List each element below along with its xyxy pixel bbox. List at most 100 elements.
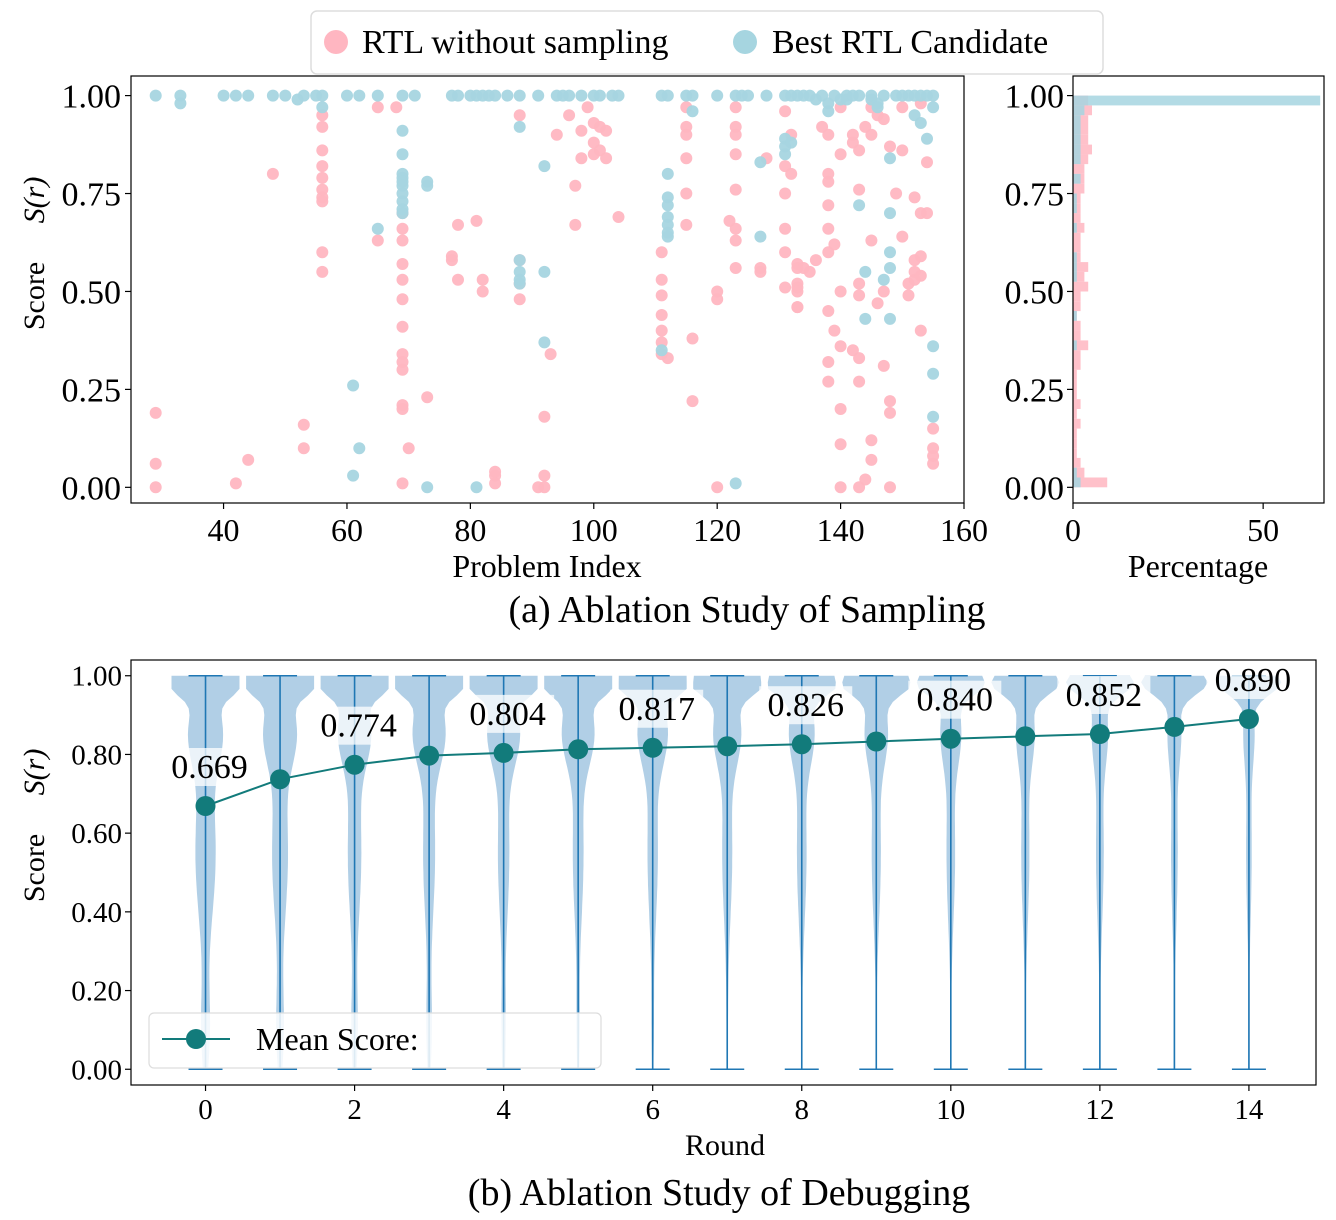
scatter-point (408, 89, 421, 102)
hist-bar (1073, 183, 1085, 194)
violin-round-6 (618, 674, 687, 1071)
scatter-point (877, 113, 890, 126)
scatter-point (834, 340, 847, 353)
scatter-point (316, 120, 329, 133)
scatter-point (871, 297, 884, 310)
scatter-point (884, 481, 896, 494)
violin-x-tick-label: 14 (1234, 1094, 1264, 1126)
scatter-point (538, 336, 551, 349)
scatter-x-tick-label: 160 (940, 512, 988, 548)
hist-axes-frame (1072, 75, 1325, 504)
scatter-point (711, 293, 724, 306)
scatter-legend: RTL without sampling Best RTL Candidate (310, 10, 1104, 75)
scatter-point (600, 124, 613, 137)
scatter-point (877, 285, 890, 298)
scatter-point (729, 148, 742, 161)
scatter-point (569, 179, 582, 192)
scatter-point (402, 442, 415, 455)
histogram-plot: 0 50 0.00 0.25 0.50 0.75 1.00 (1005, 75, 1325, 548)
scatter-point (655, 273, 668, 286)
scatter-point (686, 332, 699, 345)
mean-score-marker (717, 736, 738, 757)
hist-bar (1073, 144, 1092, 155)
mean-score-label: 0.840 (917, 682, 994, 719)
hist-bar (1073, 203, 1077, 214)
scatter-point (371, 101, 384, 114)
scatter-point (655, 344, 668, 357)
violin-y-tick-label: 0.40 (71, 897, 122, 929)
scatter-point (470, 214, 483, 227)
scatter-point (538, 160, 551, 173)
legend-marker-best-rtl-candidate (733, 30, 757, 54)
violin-round-4 (469, 674, 538, 1071)
scatter-point (575, 124, 588, 137)
scatter-point (884, 262, 896, 274)
scatter-point (834, 403, 847, 415)
legend-mean-label: Mean Score: (256, 1021, 419, 1057)
scatter-point (242, 89, 255, 102)
violin-y-tick-label: 0.60 (71, 818, 122, 850)
mean-score-label-bg (759, 686, 853, 725)
mean-score-marker (270, 769, 291, 790)
scatter-point (896, 144, 909, 157)
scatter-point (149, 481, 162, 494)
scatter-point (513, 254, 526, 267)
scatter-point (452, 273, 464, 286)
scatter-series-0 (149, 97, 940, 494)
scatter-point (803, 265, 816, 278)
hist-bar (1073, 222, 1077, 233)
scatter-point (927, 89, 940, 102)
hist-bar (1073, 360, 1081, 370)
scatter-point (779, 148, 792, 161)
scatter-point (680, 187, 693, 200)
hist-bar (1073, 173, 1081, 184)
violin-x-tick-label: 4 (496, 1094, 511, 1126)
scatter-point (452, 89, 464, 102)
scatter-point (853, 277, 866, 290)
scatter-point (779, 222, 792, 235)
scatter-point (347, 469, 360, 482)
scatter-point (865, 453, 878, 466)
scatter-point (828, 324, 841, 337)
violin-round-14 (1216, 674, 1282, 1071)
scatter-y-axis-math-label: S(r) (18, 177, 51, 224)
scatter-point (914, 324, 927, 337)
hist-bar (1073, 193, 1077, 204)
hist-bar (1073, 262, 1089, 272)
hist-x-axis-label: Percentage (1128, 548, 1268, 584)
hist-bar (1073, 340, 1089, 351)
scatter-x-tick-label: 80 (454, 512, 486, 548)
scatter-point (754, 265, 767, 278)
scatter-point (896, 230, 909, 243)
hist-bar (1073, 467, 1077, 478)
hist-bar (1073, 438, 1077, 449)
scatter-point (902, 289, 915, 302)
scatter-x-tick-label: 40 (208, 512, 240, 548)
scatter-point (853, 375, 866, 388)
hist-bar (1073, 271, 1077, 282)
scatter-point (859, 265, 872, 278)
mean-score-label-bg (1206, 661, 1300, 700)
scatter-point (921, 207, 933, 220)
hist-bar (1073, 115, 1081, 125)
mean-score-marker (493, 742, 514, 763)
legend-label-rtl-without-sampling: RTL without sampling (362, 24, 668, 61)
violin-round-0 (171, 674, 240, 1071)
scatter-point (569, 218, 582, 231)
scatter-point (655, 309, 668, 321)
scatter-point (729, 234, 742, 247)
scatter-point (729, 222, 742, 235)
scatter-point (371, 234, 384, 247)
scatter-point (316, 246, 329, 259)
mean-score-label: 0.774 (320, 708, 397, 745)
scatter-point (791, 301, 804, 314)
scatter-point (680, 128, 693, 141)
violin-round-7 (693, 674, 762, 1071)
scatter-point (908, 191, 921, 204)
scatter-point (421, 481, 434, 494)
scatter-point (513, 120, 526, 133)
mean-score-marker (866, 731, 887, 752)
scatter-point (149, 457, 162, 470)
scatter-point (538, 481, 551, 494)
